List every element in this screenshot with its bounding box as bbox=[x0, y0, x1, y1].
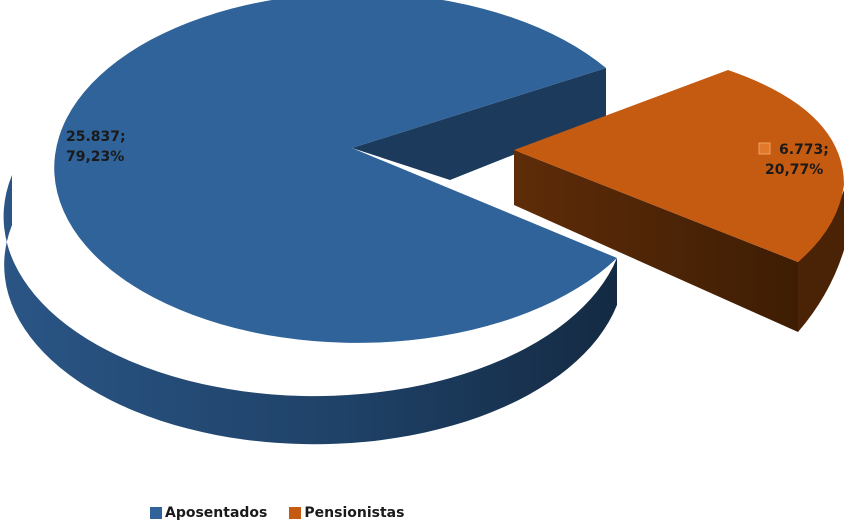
slice-aposentados-side bbox=[3, 175, 618, 445]
data-label-pensionistas: 6.773; 20,77% bbox=[758, 142, 829, 178]
slice-pensionistas-top bbox=[514, 70, 844, 262]
slice-aposentados bbox=[3, 0, 618, 445]
slice-aposentados-inner-wall bbox=[352, 68, 606, 180]
data-label-aposentados: 25.837; 79,23% bbox=[66, 129, 126, 165]
legend-swatch-pensionistas bbox=[289, 507, 302, 519]
slice-pensionistas bbox=[514, 70, 844, 332]
legend-label-pensionistas: Pensionistas bbox=[304, 505, 405, 521]
legend-swatch-aposentados bbox=[150, 507, 162, 519]
legend-item-pensionistas: Pensionistas bbox=[289, 505, 404, 521]
slice-pensionistas-side bbox=[514, 150, 798, 332]
slice-aposentados-top bbox=[54, 0, 617, 343]
data-label-aposentados-value: 25.837; bbox=[66, 129, 126, 145]
legend-item-aposentados: Aposentados bbox=[150, 505, 267, 521]
data-label-pensionistas-marker bbox=[758, 142, 771, 155]
legend-label-aposentados: Aposentados bbox=[165, 505, 268, 521]
data-label-aposentados-percent: 79,23% bbox=[66, 149, 124, 165]
data-label-pensionistas-value: 6.773; bbox=[779, 142, 829, 158]
slice-pensionistas-rim bbox=[798, 190, 844, 332]
chart-legend: Aposentados Pensionistas bbox=[150, 503, 404, 523]
data-label-pensionistas-percent: 20,77% bbox=[765, 162, 823, 178]
